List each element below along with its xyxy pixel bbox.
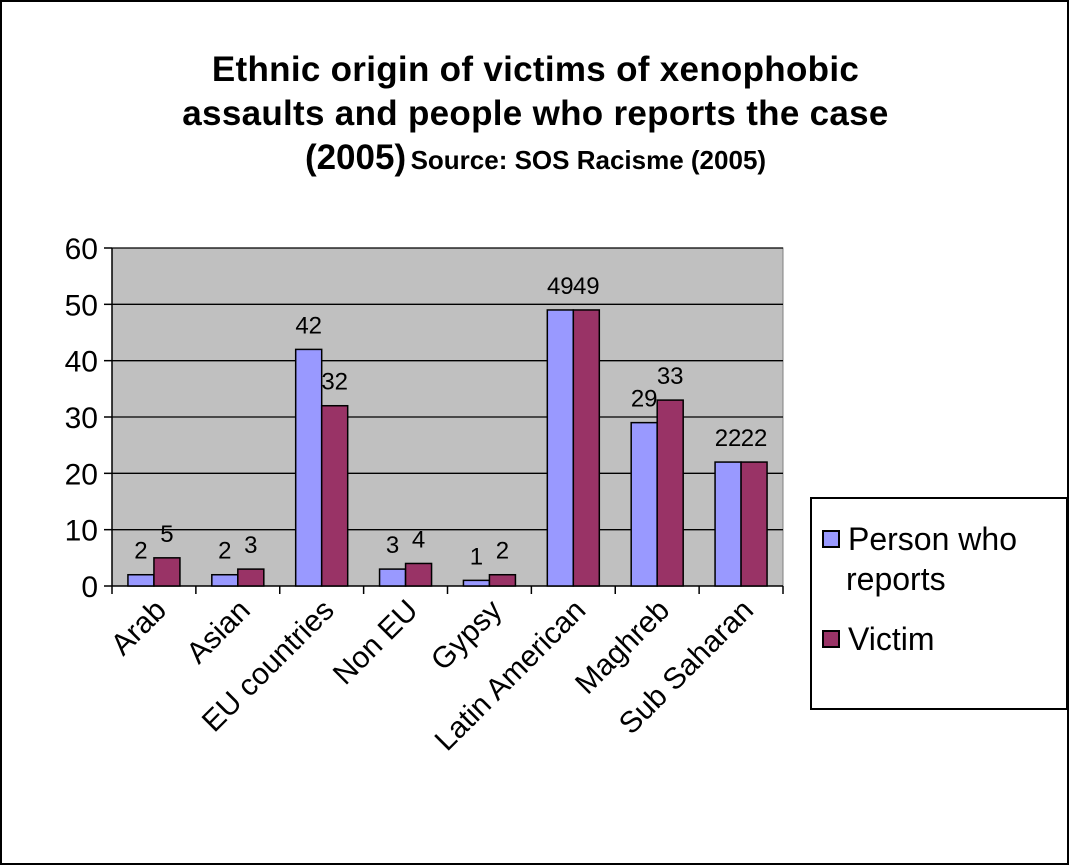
- data-label: 2: [134, 538, 147, 565]
- title-line-1: Ethnic origin of victims of xenophobic: [211, 50, 860, 89]
- data-label: 22: [741, 425, 768, 452]
- title-source: Source: SOS Racisme (2005): [410, 145, 767, 175]
- category-label: Latin American: [429, 594, 593, 758]
- data-label: 2: [218, 538, 231, 565]
- legend-label-person-line1: Person who: [848, 521, 1017, 557]
- category-label: Asian: [180, 594, 256, 670]
- bar: [572, 309, 601, 587]
- data-label: 32: [321, 369, 348, 396]
- data-label: 4: [412, 526, 425, 553]
- data-label: 49: [573, 273, 600, 300]
- data-label: 2: [496, 538, 509, 565]
- bar: [320, 404, 349, 587]
- legend-swatch-victim: [822, 630, 840, 648]
- category-label: Non EU: [327, 594, 425, 692]
- legend: Person who reports Victim: [810, 497, 1068, 710]
- data-label: 29: [631, 386, 658, 413]
- category-label: Gypsy: [425, 594, 508, 677]
- chart-title: Ethnic origin of victims of xenophobic a…: [0, 48, 1071, 187]
- bar: [378, 568, 407, 587]
- data-label: 33: [657, 363, 684, 390]
- bar: [211, 573, 239, 587]
- bar: [488, 573, 517, 587]
- bar: [714, 461, 742, 587]
- data-label: 22: [715, 425, 742, 452]
- data-label: 49: [547, 273, 574, 300]
- data-label: 42: [295, 312, 322, 339]
- title-line-3: (2005) Source: SOS Racisme (2005): [0, 136, 1071, 187]
- y-tick-label: 30: [65, 402, 98, 435]
- y-tick-label: 20: [65, 458, 98, 491]
- bar: [404, 562, 433, 587]
- category-label: Arab: [105, 594, 173, 662]
- bar: [294, 348, 323, 587]
- legend-label-victim: Victim: [848, 621, 935, 657]
- y-tick-label: 60: [65, 233, 98, 266]
- bar: [153, 557, 181, 587]
- data-label: 1: [470, 543, 483, 570]
- data-label: 5: [160, 521, 173, 548]
- data-label: 3: [244, 532, 257, 559]
- y-tick-label: 40: [65, 346, 98, 379]
- bar: [462, 579, 491, 587]
- legend-swatch-person: [822, 530, 840, 548]
- bar: [656, 399, 684, 587]
- bar: [630, 421, 658, 587]
- bar: [546, 309, 575, 587]
- y-tick-label: 10: [65, 515, 98, 548]
- y-tick-label: 0: [81, 571, 98, 604]
- data-label: 3: [386, 532, 399, 559]
- title-line-2: assaults and people who reports the case: [182, 94, 889, 133]
- title-year: (2005): [304, 138, 407, 177]
- bar: [127, 573, 155, 587]
- bar: [740, 461, 768, 587]
- y-tick-label: 50: [65, 289, 98, 322]
- bar: [237, 568, 265, 587]
- legend-label-person-line2: reports: [846, 561, 946, 597]
